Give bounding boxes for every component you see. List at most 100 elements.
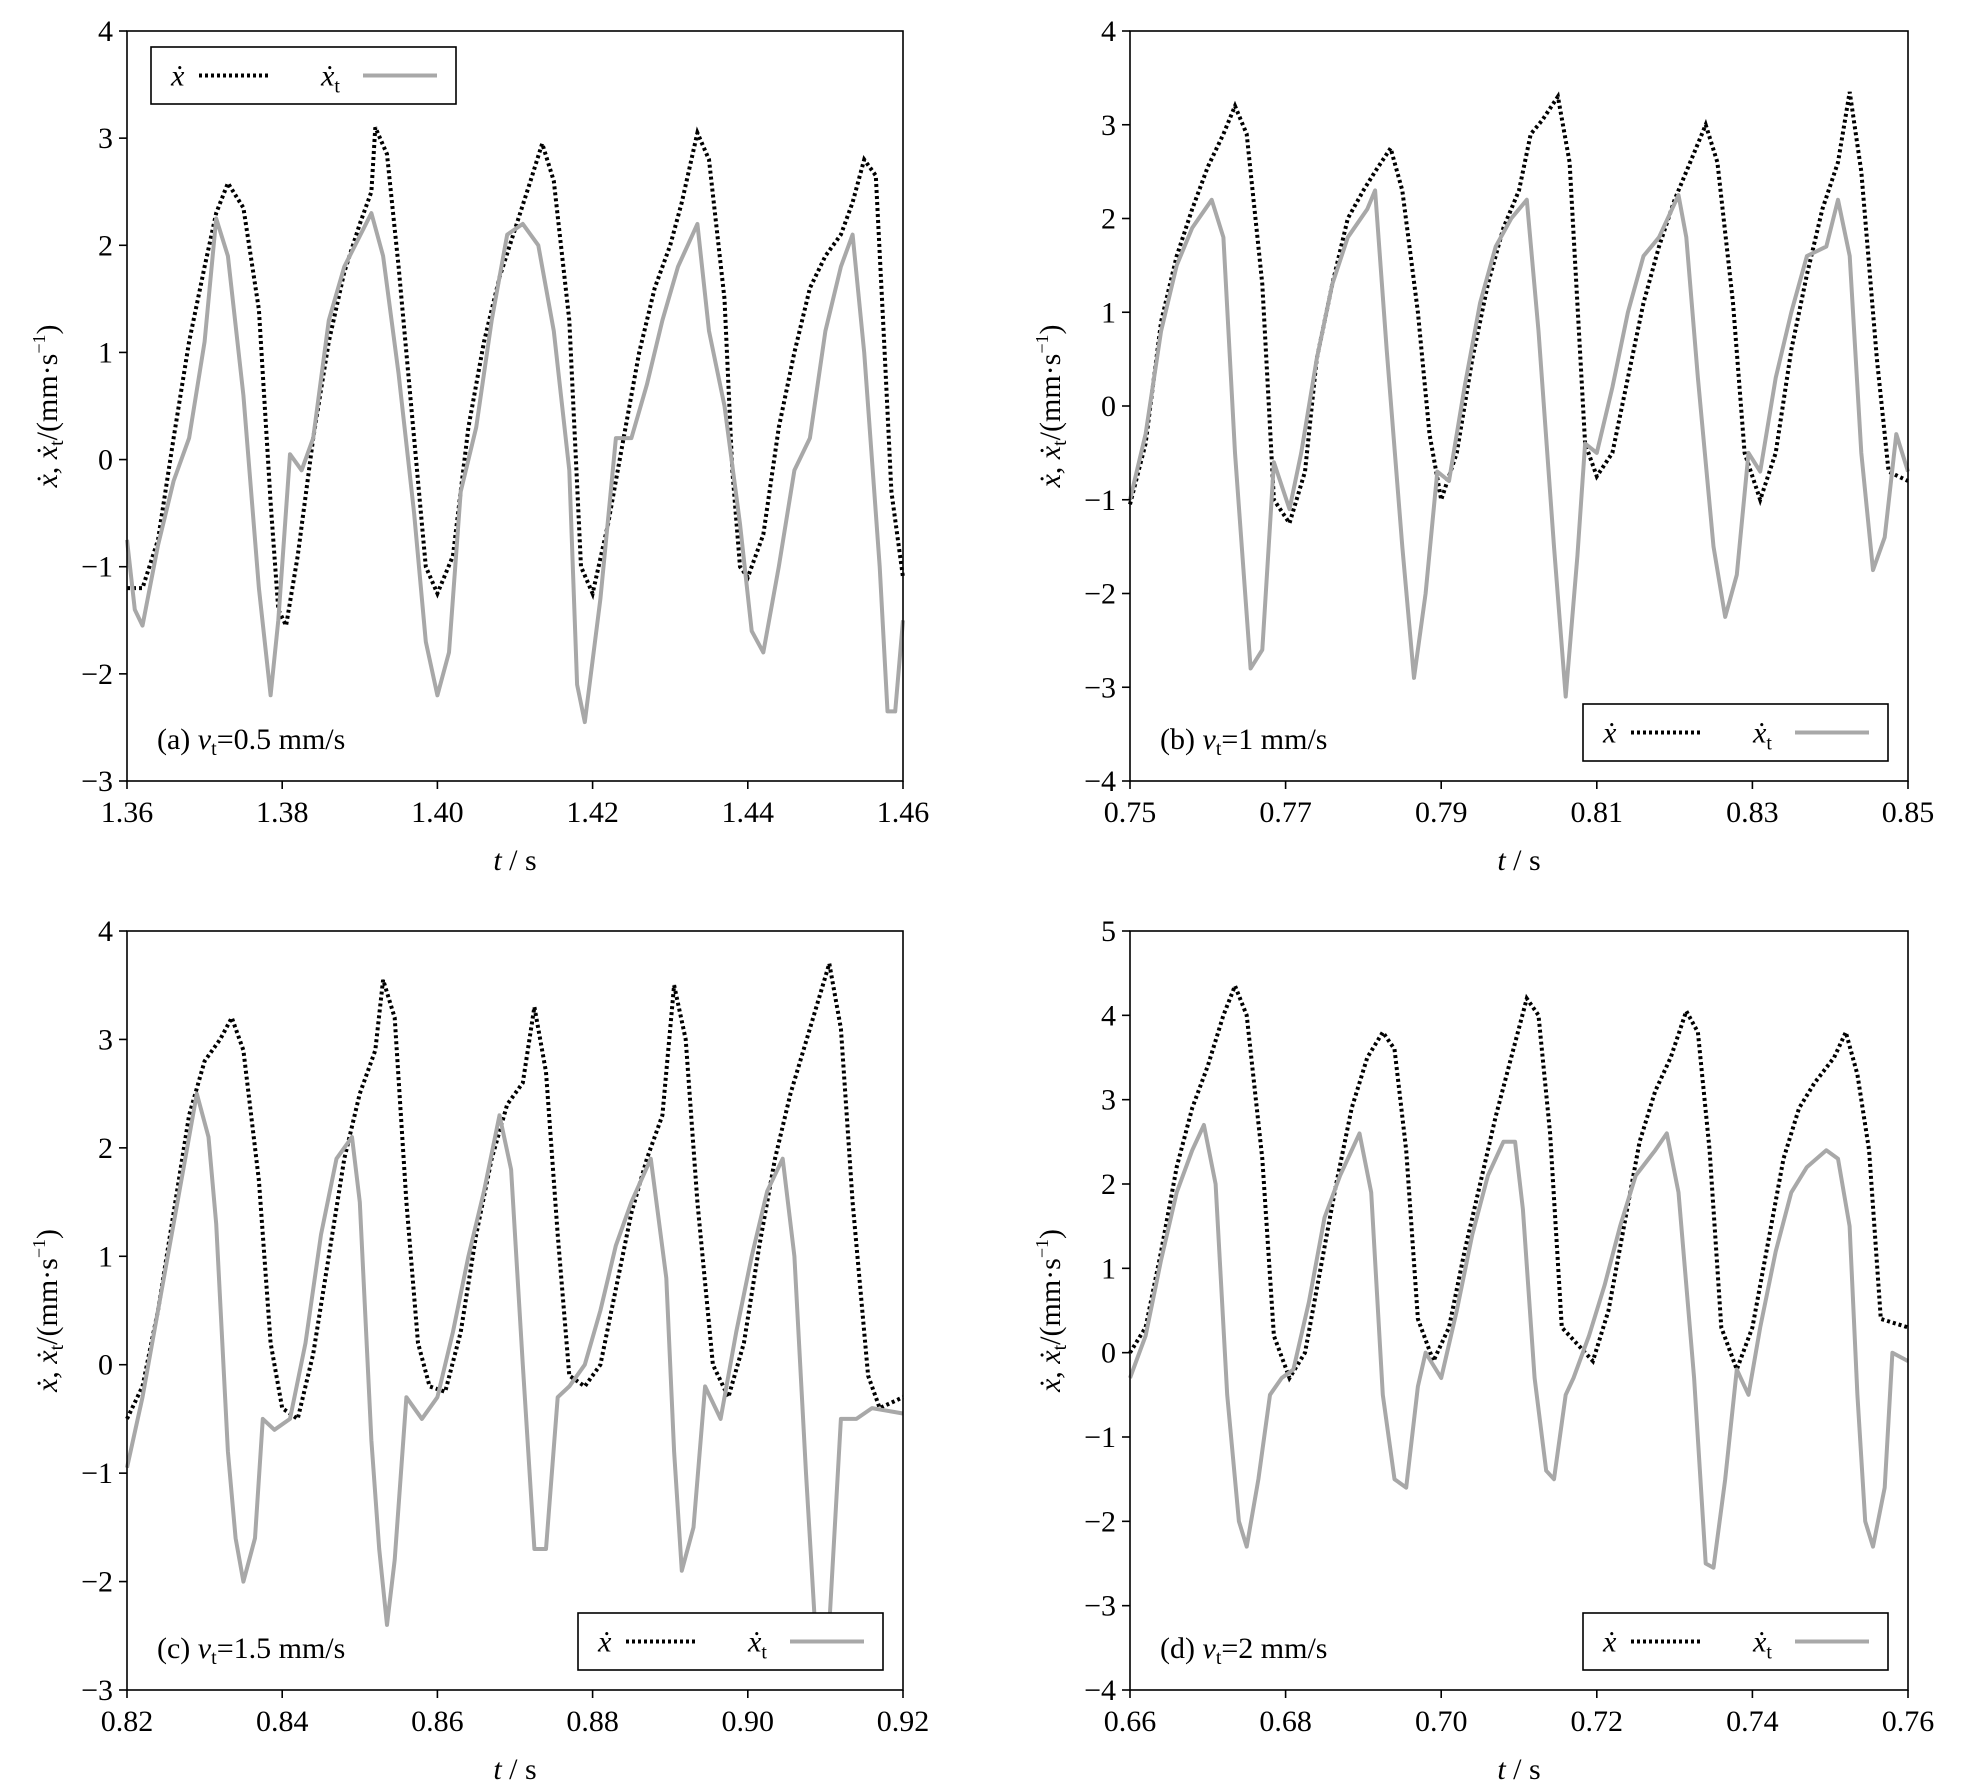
x-tick-label: 0.92: [877, 1705, 930, 1738]
y-tick-label: 4: [1101, 15, 1116, 48]
y-tick-label: −1: [1084, 484, 1116, 517]
series-line-x-dot: [1128, 91, 1909, 528]
x-tick-label: 1.42: [566, 796, 619, 829]
legend-label-x-dot: ẋ: [170, 60, 185, 93]
y-tick-label: −3: [1084, 1590, 1116, 1623]
y-tick-label: 3: [1101, 1084, 1116, 1117]
y-tick-label: 4: [98, 15, 113, 48]
panel-caption: (c) vt=1.5 mm/s: [157, 1632, 345, 1669]
x-axis-label: t / s: [493, 1753, 536, 1786]
legend-label-x-dot: ẋ: [597, 1626, 612, 1659]
y-axis-label: ẋ, ẋt/(mm·s−1): [29, 324, 68, 488]
y-tick-label: 1: [98, 336, 113, 369]
y-tick-label: 2: [1101, 203, 1116, 236]
plot-frame: [126, 930, 904, 1691]
y-tick-label: −3: [1084, 671, 1116, 704]
legend-label-x-dot-t: ẋt: [1752, 717, 1772, 755]
series-line-x-dot: [1128, 980, 1909, 1383]
y-tick-label: 2: [1101, 1168, 1116, 1201]
x-tick-label: 0.76: [1882, 1705, 1935, 1738]
x-tick-label: 0.88: [566, 1705, 619, 1738]
series-line-x-dot-t: [1128, 1123, 1909, 1570]
x-tick-label: 0.70: [1415, 1705, 1468, 1738]
y-axis-label: ẋ, ẋt/(mm·s−1): [1032, 1229, 1071, 1393]
legend-label-x-dot-t: ẋt: [1752, 1626, 1772, 1664]
y-axis-label: ẋ, ẋt/(mm·s−1): [29, 1229, 68, 1393]
x-tick-label: 0.75: [1104, 796, 1157, 829]
plot-frame: [126, 30, 904, 782]
y-tick-label: 0: [98, 444, 113, 477]
y-tick-label: −2: [81, 1566, 113, 1599]
x-tick-label: 0.85: [1882, 796, 1935, 829]
legend: ẋ ẋt: [1582, 1612, 1889, 1671]
chart-panel-d: 0.66 0.68 0.70 0.72 0.74 0.76 −4 −3 −2 −1 0 1 2 3 4 5 t …: [1032, 915, 1934, 1786]
y-axis-label: ẋ, ẋt/(mm·s−1): [1032, 324, 1071, 488]
y-tick-label: −4: [1084, 1674, 1116, 1707]
y-tick-label: 1: [1101, 1252, 1116, 1285]
legend-label-x-dot-t: ẋt: [747, 1626, 767, 1664]
x-tick-label: 0.90: [722, 1705, 775, 1738]
legend: ẋ ẋt: [577, 1612, 884, 1671]
chart-panel-c: 0.82 0.84 0.86 0.88 0.90 0.92 −3 −2 −1 0 1 2 3 4 t / s…: [29, 915, 929, 1786]
y-tick-label: 4: [98, 915, 113, 948]
x-tick-label: 0.84: [256, 1705, 309, 1738]
panel-caption: (b) vt=1 mm/s: [1160, 723, 1327, 760]
y-tick-label: 4: [1101, 999, 1116, 1032]
series-line-x-dot-t: [125, 211, 905, 725]
x-tick-label: 0.66: [1104, 1705, 1157, 1738]
y-tick-label: −2: [1084, 578, 1116, 611]
y-tick-label: −1: [81, 551, 113, 584]
panel-caption: (a) vt=0.5 mm/s: [157, 723, 345, 760]
series-line-x-dot: [127, 126, 905, 633]
y-tick-label: 3: [1101, 109, 1116, 142]
x-tick-label: 1.44: [722, 796, 775, 829]
x-tick-label: 0.79: [1415, 796, 1468, 829]
x-tick-label: 0.74: [1726, 1705, 1779, 1738]
y-tick-label: 2: [98, 1132, 113, 1165]
y-tick-label: −2: [1084, 1505, 1116, 1538]
y-tick-label: 5: [1101, 915, 1116, 948]
y-tick-label: 2: [98, 229, 113, 262]
y-tick-label: 0: [1101, 390, 1116, 423]
x-tick-label: 1.40: [411, 796, 464, 829]
y-tick-label: 0: [98, 1349, 113, 1382]
x-tick-label: 0.77: [1259, 796, 1312, 829]
y-tick-label: −2: [81, 658, 113, 691]
legend: ẋ ẋt: [150, 46, 457, 105]
y-tick-label: 1: [98, 1240, 113, 1273]
series-line-x-dot-t: [125, 1091, 904, 1671]
legend-label-x-dot-t: ẋt: [320, 60, 340, 98]
x-axis-label: t / s: [493, 844, 536, 877]
x-axis-label: t / s: [1497, 844, 1540, 877]
legend-label-x-dot: ẋ: [1602, 717, 1617, 750]
legend-label-x-dot: ẋ: [1602, 1626, 1617, 1659]
series-line-x-dot: [125, 962, 904, 1423]
chart-panel-a: 1.36 1.38 1.40 1.42 1.44 1.46 −3 −2 −1 0 1 2 3 4 t / s…: [29, 15, 929, 877]
x-tick-label: 0.83: [1726, 796, 1779, 829]
plot-frame: [1129, 30, 1909, 782]
y-tick-label: −3: [81, 1674, 113, 1707]
x-tick-label: 0.81: [1571, 796, 1624, 829]
x-tick-label: 1.46: [877, 796, 930, 829]
x-tick-label: 0.68: [1259, 1705, 1312, 1738]
chart-panel-b: 0.75 0.77 0.79 0.81 0.83 0.85 −4 −3 −2 −1 0 1 2 3 4 t /…: [1032, 15, 1934, 877]
y-tick-label: 3: [98, 1023, 113, 1056]
y-tick-label: −1: [81, 1457, 113, 1490]
y-tick-label: 1: [1101, 296, 1116, 329]
panel-caption: (d) vt=2 mm/s: [1160, 1632, 1327, 1669]
plot-frame: [1129, 930, 1909, 1691]
x-tick-label: 1.36: [101, 796, 154, 829]
y-tick-label: −4: [1084, 765, 1116, 798]
x-axis-label: t / s: [1497, 1753, 1540, 1786]
x-tick-label: 1.38: [256, 796, 309, 829]
x-tick-label: 0.82: [101, 1705, 154, 1738]
y-tick-label: −3: [81, 765, 113, 798]
x-tick-label: 0.72: [1571, 1705, 1624, 1738]
legend: ẋ ẋt: [1582, 703, 1889, 762]
x-tick-label: 0.86: [411, 1705, 464, 1738]
series-line-x-dot-t: [1128, 188, 1910, 699]
y-tick-label: 3: [98, 122, 113, 155]
y-tick-label: −1: [1084, 1421, 1116, 1454]
y-tick-label: 0: [1101, 1337, 1116, 1370]
